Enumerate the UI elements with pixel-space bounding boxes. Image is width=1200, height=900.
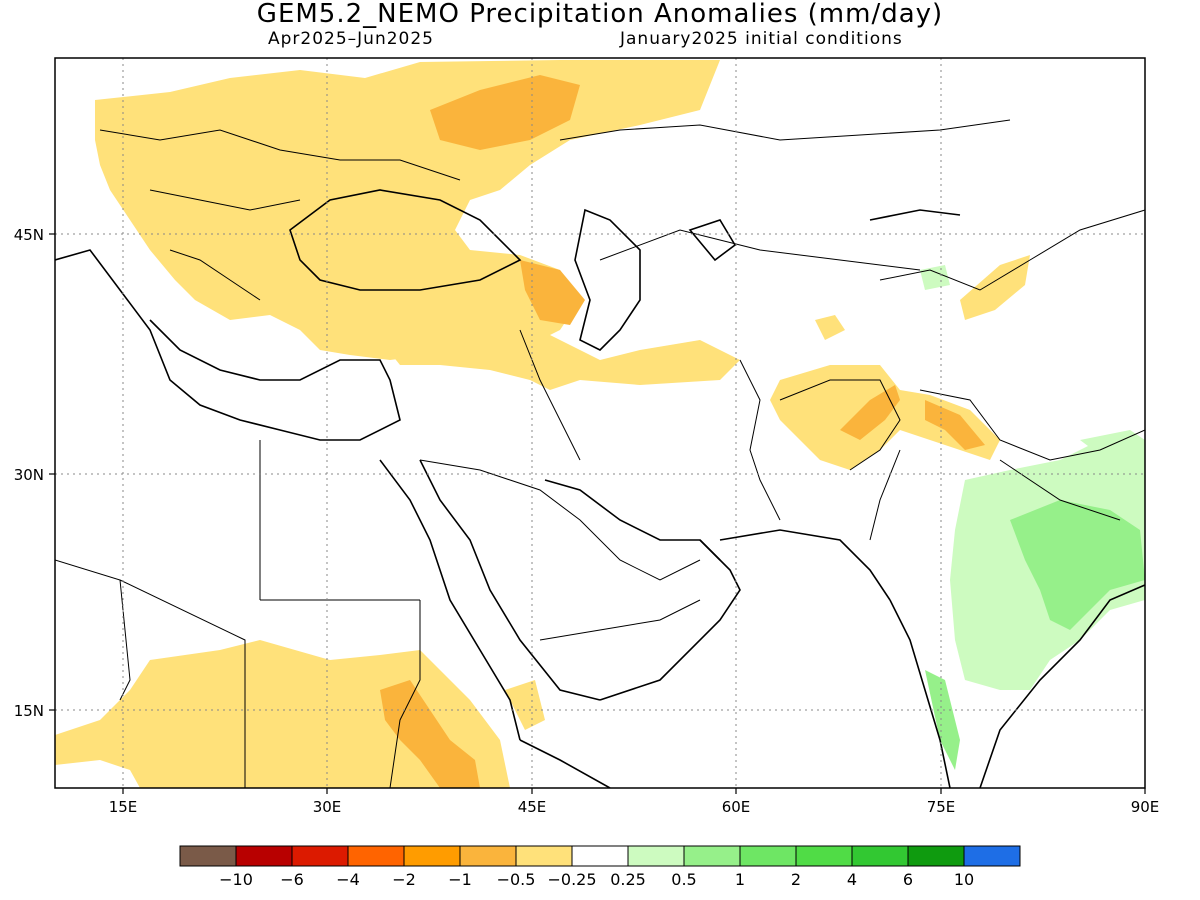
colorbar-swatch [403,845,461,867]
coast-africa-horn [519,739,611,788]
anomaly-shading [55,60,1145,788]
border-china-mongolia [879,209,1145,291]
colorbar-swatch [963,845,1021,867]
border-saudi [419,459,701,581]
colorbar-label: 6 [903,870,913,889]
colorbar-swatch [571,845,629,867]
colorbar-label: −0.25 [547,870,596,889]
anomaly-tajik [815,315,845,340]
border-india-nepal [999,459,1121,521]
coast-caspian [574,208,641,351]
colorbar-swatch [907,845,965,867]
tick-label-45n: 45N [14,226,44,244]
coast-aral [688,219,737,262]
colorbar-label: 4 [847,870,857,889]
colorbar: −10 −6 −4 −2 −1 −0.5 −0.25 0.25 0.5 1 2 … [179,845,1021,889]
colorbar-label: 2 [791,870,801,889]
tick-label-30n: 30N [14,466,44,484]
anomaly-himalaya-green [1080,430,1145,480]
coast-india-west [889,599,951,788]
anomaly-western-ghats [925,670,960,770]
colorbar-swatch [291,845,349,867]
colorbar-swatch [515,845,573,867]
colorbar-swatch [851,845,909,867]
colorbar-swatch [459,845,517,867]
anomaly-yemen [505,680,545,730]
coast-red-sea-east [419,459,601,701]
coast-red-sea [379,459,521,741]
colorbar-label: −4 [336,870,360,889]
border-iran-iraq [519,329,581,461]
border-balkans [169,249,261,301]
colorbar-label: 10 [954,870,974,889]
colorbar-label: 0.5 [671,870,696,889]
border-kz-south [599,229,921,271]
anomaly-caucasus [520,260,585,325]
coast-arabia-south [599,539,741,701]
coast-mediterranean [55,249,401,441]
anomaly-mongolia-green [920,265,950,290]
anomaly-kyrgyz [960,255,1030,320]
colorbar-swatch [179,845,237,867]
colorbar-swatch [627,845,685,867]
colorbar-swatch [347,845,405,867]
colorbar-swatch [795,845,853,867]
initial-conditions: January2025 initial conditions [620,29,903,49]
anomaly-india-core [1010,500,1145,630]
anomaly-anatolia [380,320,740,390]
coast-black-sea [289,189,522,291]
tick-label-15e: 15E [109,798,138,816]
colorbar-label: −0.5 [497,870,536,889]
tick-label-60e: 60E [722,798,751,816]
border-africa-west [55,559,131,701]
anomaly-sahel [55,640,510,788]
border-russia-kz [559,119,1011,141]
forecast-period: Apr2025–Jun2025 [268,29,434,49]
border-afg-pak [779,379,901,471]
anomaly-ethiopia [380,680,480,788]
border-india-china [919,389,1145,461]
anomaly-kashmir [925,400,985,450]
tick-marks [49,233,1146,794]
border-europe-1 [99,129,461,181]
colorbar-swatch [739,845,797,867]
tick-label-15n: 15N [14,702,44,720]
coastlines [55,189,1145,788]
tick-label-75e: 75E [927,798,956,816]
border-europe-2 [149,189,301,211]
tick-label-30e: 30E [313,798,342,816]
gridlines [55,58,1145,788]
border-india-pak [869,449,901,541]
colorbar-label: −1 [448,870,472,889]
border-yemen [539,599,701,641]
border-iran-east [739,359,781,521]
colorbar-swatch [235,845,293,867]
colorbar-swatch [683,845,741,867]
anomaly-ukraine-russia [430,75,580,150]
tick-label-90e: 90E [1131,798,1160,816]
coast-pakistan [719,529,891,601]
border-sudan-ethiopia [389,600,421,788]
colorbar-label: 1 [735,870,745,889]
map-frame [54,57,1146,789]
colorbar-label: −2 [392,870,416,889]
anomaly-pakistan-core [840,385,900,440]
colorbar-label: −10 [219,870,253,889]
coast-balkhash [869,209,961,221]
tick-label-45e: 45E [518,798,547,816]
coast-india-east [979,584,1145,788]
map-title: GEM5.2_NEMO Precipitation Anomalies (mm/… [256,0,944,29]
colorbar-label: 0.25 [610,870,646,889]
country-borders [55,119,1145,788]
border-libya-chad [119,579,246,788]
colorbar-label: −6 [280,870,304,889]
